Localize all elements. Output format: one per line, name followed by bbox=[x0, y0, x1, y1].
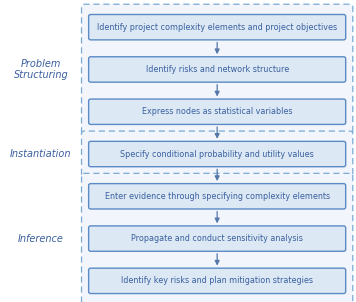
FancyBboxPatch shape bbox=[89, 99, 346, 124]
Text: Inference: Inference bbox=[18, 233, 64, 244]
FancyBboxPatch shape bbox=[89, 57, 346, 82]
Text: Specify conditional probability and utility values: Specify conditional probability and util… bbox=[120, 149, 314, 159]
FancyBboxPatch shape bbox=[89, 14, 346, 40]
Text: Identify project complexity elements and project objectives: Identify project complexity elements and… bbox=[97, 23, 337, 32]
FancyBboxPatch shape bbox=[82, 4, 353, 135]
Text: Identify key risks and plan mitigation strategies: Identify key risks and plan mitigation s… bbox=[121, 276, 313, 285]
Text: Identify risks and network structure: Identify risks and network structure bbox=[146, 65, 289, 74]
FancyBboxPatch shape bbox=[89, 141, 346, 167]
FancyBboxPatch shape bbox=[82, 173, 353, 302]
FancyBboxPatch shape bbox=[82, 131, 353, 177]
Text: Express nodes as statistical variables: Express nodes as statistical variables bbox=[142, 107, 292, 116]
FancyBboxPatch shape bbox=[89, 268, 346, 294]
FancyBboxPatch shape bbox=[89, 184, 346, 209]
Text: Problem
Structuring: Problem Structuring bbox=[14, 59, 68, 80]
FancyBboxPatch shape bbox=[89, 226, 346, 251]
Text: Enter evidence through specifying complexity elements: Enter evidence through specifying comple… bbox=[105, 192, 330, 201]
Text: Propagate and conduct sensitivity analysis: Propagate and conduct sensitivity analys… bbox=[131, 234, 303, 243]
Text: Instantiation: Instantiation bbox=[10, 149, 72, 159]
